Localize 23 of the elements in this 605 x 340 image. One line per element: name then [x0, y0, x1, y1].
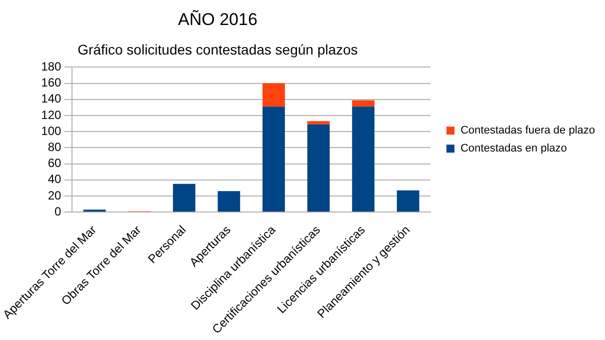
- y-tick-label: 160: [41, 76, 62, 90]
- y-tick-label: 100: [41, 124, 62, 138]
- bar: [307, 121, 330, 124]
- bar: [352, 106, 374, 212]
- bar: [218, 191, 240, 212]
- bar: [307, 124, 330, 212]
- y-tick-label: 40: [48, 172, 62, 186]
- legend-label: Contestadas en plazo: [460, 142, 567, 155]
- bar: [396, 190, 420, 212]
- y-tick-label: 0: [54, 204, 62, 218]
- bar: [352, 100, 374, 107]
- y-tick-label: 20: [48, 188, 62, 202]
- chart-title: AÑO 2016: [178, 10, 258, 29]
- legend-label: Contestadas fuera de plazo: [460, 124, 596, 137]
- y-tick-label: 180: [41, 60, 62, 74]
- chart-subtitle: Gráfico solicitudes contestadas según plazos: [78, 42, 358, 58]
- bar: [262, 106, 285, 212]
- y-tick-label: 140: [41, 92, 62, 106]
- bar: [262, 83, 285, 107]
- y-tick-label: 60: [48, 156, 62, 170]
- y-tick-label: 120: [41, 108, 62, 122]
- y-tick-label: 80: [48, 140, 62, 154]
- bar: [172, 184, 196, 212]
